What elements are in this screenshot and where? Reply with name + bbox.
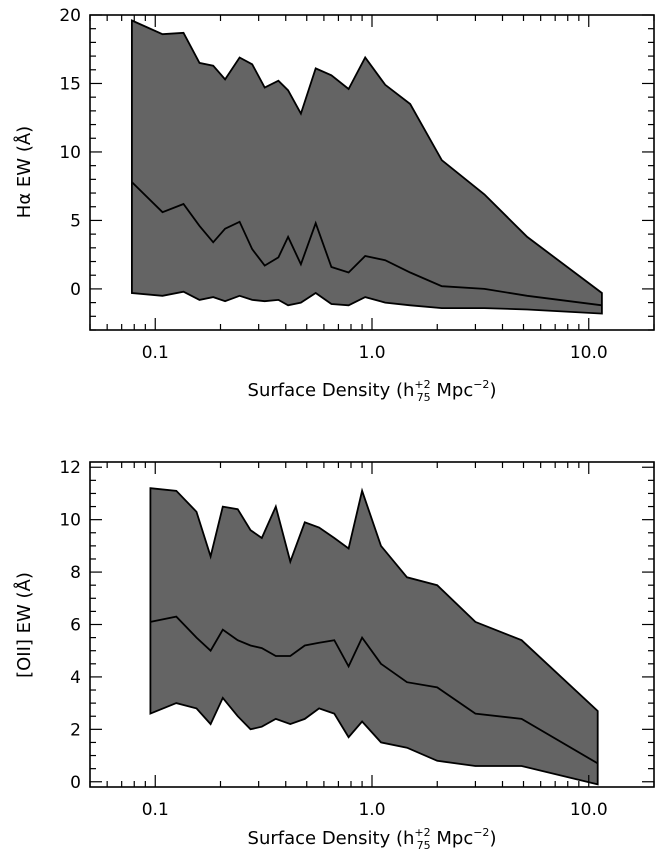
halpha-axes: 0.1 1.0 10.0 0 5 10 15 20 bbox=[59, 6, 655, 363]
y-tick-label: 10 bbox=[59, 143, 81, 163]
x-tick-label: 0.1 bbox=[142, 800, 169, 820]
oii-panel: 0.1 1.0 10.0 0 2 4 6 8 10 12 Surface Density (h+2… bbox=[13, 458, 655, 852]
x-axis-mpc-exponent: −2 bbox=[473, 826, 489, 839]
x-tick-label: 0.1 bbox=[142, 343, 169, 363]
y-tick-label: 5 bbox=[70, 211, 81, 231]
y-tick-label: 6 bbox=[70, 616, 81, 636]
y-tick-label: 20 bbox=[59, 6, 81, 26]
y-tick-label: 2 bbox=[70, 720, 81, 740]
halpha-y-axis-title: Hα EW (Å) bbox=[13, 126, 35, 218]
y-tick-label: 8 bbox=[70, 563, 81, 583]
oii-y-axis-title: [OII] EW (Å) bbox=[13, 572, 35, 678]
oii-axes: 0.1 1.0 10.0 0 2 4 6 8 10 12 bbox=[59, 458, 655, 820]
halpha-plot-area bbox=[130, 19, 603, 315]
x-tick-label: 1.0 bbox=[358, 343, 385, 363]
x-axis-h-exponent: +2 bbox=[414, 826, 430, 839]
y-tick-label: 15 bbox=[59, 74, 81, 94]
x-axis-mpc-exponent: −2 bbox=[473, 378, 489, 391]
x-tick-label: 10.0 bbox=[570, 800, 608, 820]
x-axis-h-subscript: 75 bbox=[417, 391, 431, 404]
x-axis-h-exponent: +2 bbox=[414, 378, 430, 391]
y-tick-label: 10 bbox=[59, 511, 81, 531]
halpha-median-line bbox=[131, 181, 603, 307]
halpha-x-axis-title: Surface Density (h+2 75 Mpc−2) bbox=[248, 378, 497, 404]
oii-plot-area bbox=[149, 487, 599, 786]
y-tick-label: 4 bbox=[70, 668, 81, 688]
y-tick-label: 12 bbox=[59, 458, 81, 478]
y-tick-label: 0 bbox=[70, 773, 81, 793]
oii-range-band bbox=[149, 487, 599, 786]
halpha-panel: 0.1 1.0 10.0 0 5 10 15 20 Surface Density (h+2 7… bbox=[13, 6, 655, 404]
halpha-range-band bbox=[130, 19, 603, 315]
x-axis-h-subscript: 75 bbox=[417, 839, 431, 852]
x-tick-label: 1.0 bbox=[358, 800, 385, 820]
oii-median-line bbox=[150, 615, 599, 765]
x-tick-label: 10.0 bbox=[570, 343, 608, 363]
y-tick-label: 0 bbox=[70, 280, 81, 300]
oii-x-axis-title: Surface Density (h+2 75 Mpc−2) bbox=[248, 826, 497, 852]
